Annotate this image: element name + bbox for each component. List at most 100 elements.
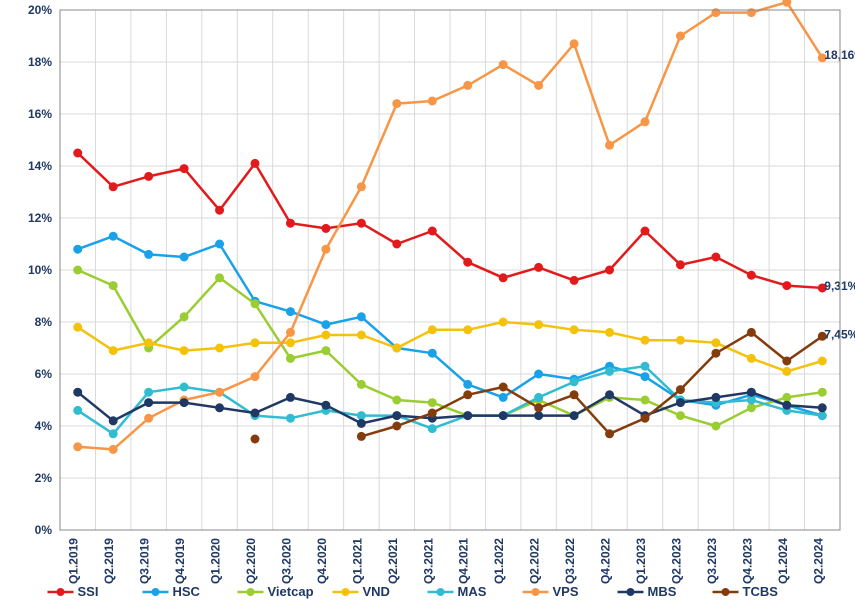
series-marker-vietcap [216, 274, 224, 282]
x-tick-label: Q3.2021 [421, 538, 435, 584]
series-marker-mas [428, 425, 436, 433]
series-marker-tcbs [251, 435, 259, 443]
series-marker-vietcap [251, 300, 259, 308]
y-tick-label: 0% [35, 523, 53, 537]
series-marker-vps [499, 61, 507, 69]
series-marker-hsc [145, 250, 153, 258]
x-tick-label: Q4.2019 [173, 538, 187, 584]
x-tick-label: Q3.2022 [563, 538, 577, 584]
series-marker-vps [676, 32, 684, 40]
series-marker-vnd [747, 354, 755, 362]
series-marker-mas [145, 388, 153, 396]
x-tick-label: Q3.2020 [279, 538, 293, 584]
series-marker-ssi [535, 263, 543, 271]
series-marker-mbs [109, 417, 117, 425]
series-marker-tcbs [464, 391, 472, 399]
series-marker-vietcap [712, 422, 720, 430]
series-marker-ssi [783, 282, 791, 290]
chart-container: 0%2%4%6%8%10%12%14%16%18%20%Q1.2019Q2.20… [0, 0, 855, 610]
y-tick-label: 16% [28, 107, 52, 121]
y-tick-label: 2% [35, 471, 53, 485]
series-marker-vnd [109, 347, 117, 355]
series-marker-vps [74, 443, 82, 451]
x-tick-label: Q1.2019 [67, 538, 81, 584]
series-marker-vietcap [818, 388, 826, 396]
x-tick-label: Q2.2021 [386, 538, 400, 584]
series-marker-mbs [393, 412, 401, 420]
series-marker-mbs [570, 412, 578, 420]
series-marker-vnd [676, 336, 684, 344]
series-marker-mas [818, 412, 826, 420]
series-marker-mbs [499, 412, 507, 420]
legend-label-mas: MAS [458, 584, 487, 599]
series-marker-ssi [74, 149, 82, 157]
series-marker-mas [357, 412, 365, 420]
series-marker-vnd [286, 339, 294, 347]
series-marker-vps [428, 97, 436, 105]
series-marker-ssi [712, 253, 720, 261]
series-marker-ssi [251, 159, 259, 167]
series-marker-vps [783, 0, 791, 6]
series-marker-vietcap [641, 396, 649, 404]
series-marker-vps [109, 445, 117, 453]
series-marker-vnd [145, 339, 153, 347]
series-marker-vnd [570, 326, 578, 334]
series-marker-tcbs [712, 349, 720, 357]
series-marker-mbs [286, 393, 294, 401]
series-marker-mas [747, 396, 755, 404]
series-marker-hsc [216, 240, 224, 248]
series-marker-vps [322, 245, 330, 253]
series-marker-vnd [74, 323, 82, 331]
series-marker-vps [216, 388, 224, 396]
series-marker-ssi [145, 172, 153, 180]
series-marker-vnd [641, 336, 649, 344]
series-marker-vietcap [74, 266, 82, 274]
series-marker-mas [606, 367, 614, 375]
series-marker-tcbs [783, 357, 791, 365]
series-marker-tcbs [499, 383, 507, 391]
series-marker-vietcap [357, 380, 365, 388]
series-marker-mas [641, 362, 649, 370]
legend-label-tcbs: TCBS [743, 584, 779, 599]
series-marker-vnd [322, 331, 330, 339]
series-marker-vps [535, 81, 543, 89]
series-marker-ssi [180, 165, 188, 173]
series-marker-hsc [286, 308, 294, 316]
series-marker-vietcap [428, 399, 436, 407]
series-marker-ssi [322, 224, 330, 232]
series-marker-tcbs [606, 430, 614, 438]
series-marker-hsc [74, 245, 82, 253]
series-marker-ssi [606, 266, 614, 274]
series-marker-vietcap [180, 313, 188, 321]
legend-label-vietcap: Vietcap [268, 584, 314, 599]
series-marker-tcbs [676, 386, 684, 394]
series-marker-tcbs [570, 391, 578, 399]
series-marker-mbs [712, 393, 720, 401]
x-tick-label: Q4.2023 [740, 538, 754, 584]
x-tick-label: Q1.2020 [209, 538, 223, 584]
series-marker-mas [570, 378, 578, 386]
legend-label-mbs: MBS [648, 584, 677, 599]
series-marker-mbs [747, 388, 755, 396]
y-tick-label: 4% [35, 419, 53, 433]
series-marker-mbs [180, 399, 188, 407]
series-marker-hsc [499, 393, 507, 401]
x-tick-label: Q1.2024 [776, 538, 790, 584]
series-marker-hsc [357, 313, 365, 321]
series-marker-hsc [464, 380, 472, 388]
series-marker-vps [286, 328, 294, 336]
series-marker-vnd [783, 367, 791, 375]
series-marker-vnd [464, 326, 472, 334]
series-marker-mas [74, 406, 82, 414]
series-marker-vnd [393, 344, 401, 352]
series-marker-vnd [251, 339, 259, 347]
x-tick-label: Q1.2021 [350, 538, 364, 584]
series-marker-hsc [109, 232, 117, 240]
series-marker-vnd [535, 321, 543, 329]
y-tick-label: 18% [28, 55, 52, 69]
x-tick-label: Q3.2023 [705, 538, 719, 584]
series-marker-vietcap [322, 347, 330, 355]
series-marker-mas [286, 414, 294, 422]
series-marker-hsc [641, 373, 649, 381]
series-marker-mbs [464, 412, 472, 420]
